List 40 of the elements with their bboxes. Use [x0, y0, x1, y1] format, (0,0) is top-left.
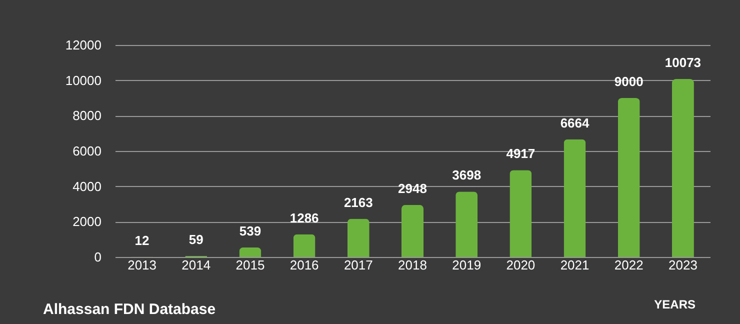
bar	[510, 170, 532, 257]
bar	[239, 247, 262, 257]
data-label: 2948	[398, 180, 427, 196]
bar	[293, 234, 316, 257]
bar	[672, 79, 694, 257]
x-axis-title: YEARS	[654, 298, 696, 312]
bar	[347, 218, 370, 257]
bar	[618, 98, 640, 257]
data-label: 12	[134, 232, 150, 248]
y-tick-label: 4000	[72, 178, 102, 194]
data-label: 3698	[452, 168, 482, 183]
text: Alhassan FDN Database	[43, 301, 216, 318]
y-tick-label: 10000	[65, 72, 102, 88]
data-label: 6664	[560, 115, 590, 130]
y-tick-label: 2000	[72, 214, 102, 230]
x-tick-label: 2018	[398, 258, 427, 272]
x-tick-label: 2015	[236, 258, 265, 272]
data-label: 1286	[290, 210, 319, 226]
data-label: 59	[188, 232, 204, 247]
data-label: 10073	[664, 55, 702, 70]
x-tick-label: 2017	[344, 258, 373, 272]
data-label: 2163	[344, 194, 373, 210]
bar	[564, 139, 586, 257]
y-tick-label: 12000	[65, 38, 102, 52]
bar	[402, 204, 424, 257]
data-label: 9000	[614, 74, 644, 89]
y-tick-label: 6000	[72, 144, 102, 158]
x-tick-label: 2013	[128, 258, 157, 272]
x-tick-label: 2023	[668, 258, 698, 272]
x-tick-label: 2020	[506, 258, 536, 272]
y-tick-label: 0	[94, 250, 102, 264]
x-tick-label: 2019	[452, 258, 482, 272]
x-tick-label: 2022	[614, 258, 644, 272]
y-tick-label: 8000	[72, 108, 102, 124]
x-tick-label: 2021	[560, 258, 590, 272]
data-label: 539	[239, 223, 262, 238]
x-tick-label: 2016	[290, 258, 319, 272]
data-label: 4917	[506, 146, 536, 162]
bar	[456, 192, 478, 257]
x-tick-label: 2014	[182, 258, 211, 272]
